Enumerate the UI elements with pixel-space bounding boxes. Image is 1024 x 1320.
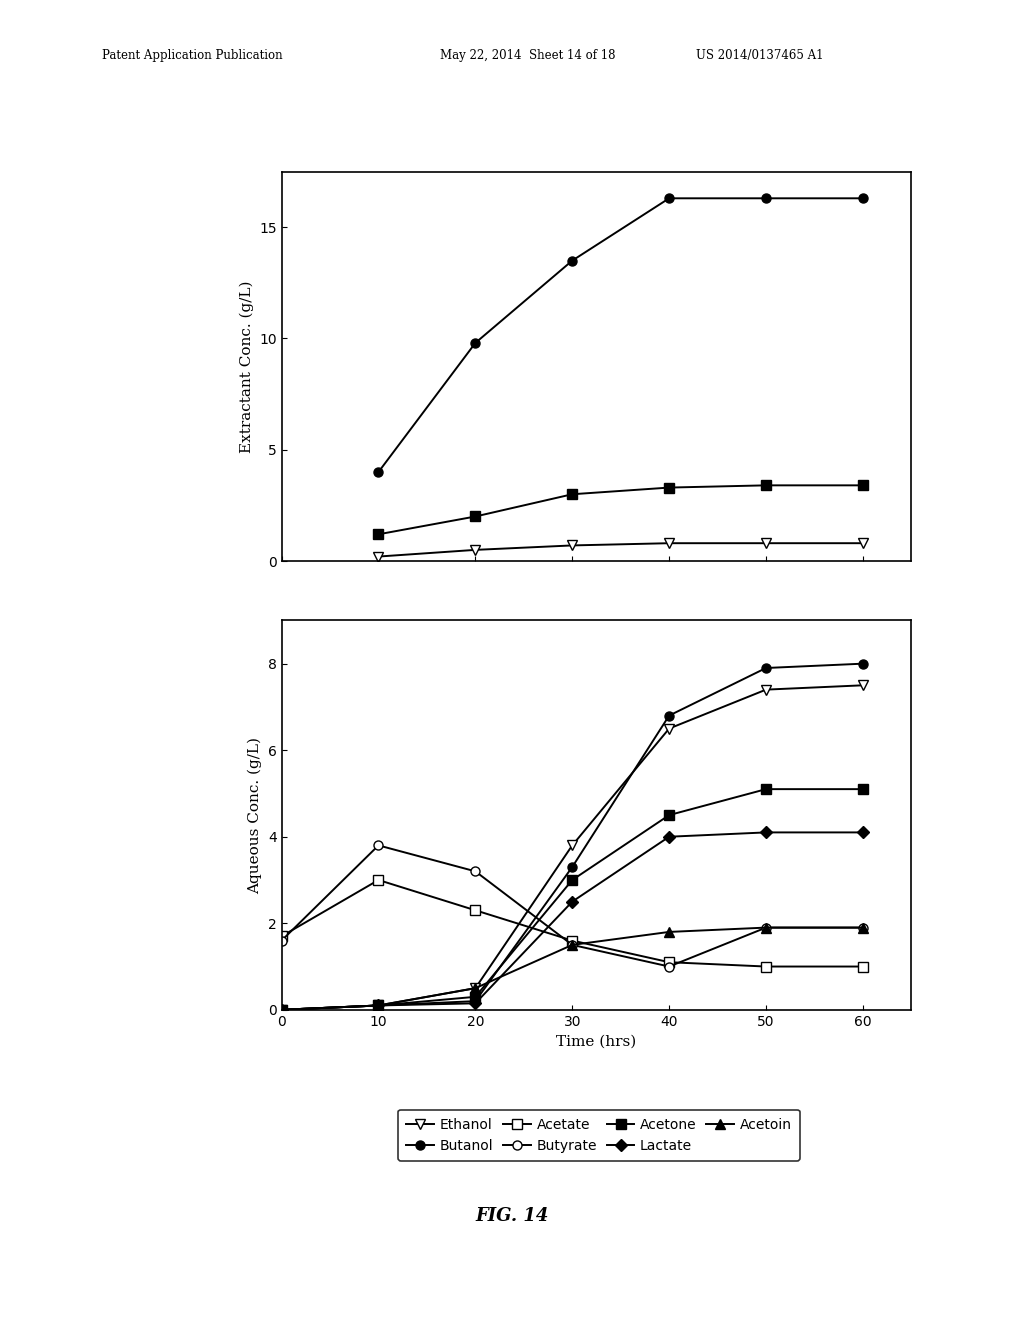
- Text: May 22, 2014  Sheet 14 of 18: May 22, 2014 Sheet 14 of 18: [440, 49, 615, 62]
- Text: Patent Application Publication: Patent Application Publication: [102, 49, 283, 62]
- Legend: Ethanol, Butanol, Acetate, Butyrate, Acetone, Lactate, Acetoin: Ethanol, Butanol, Acetate, Butyrate, Ace…: [398, 1110, 800, 1162]
- Y-axis label: Extractant Conc. (g/L): Extractant Conc. (g/L): [240, 280, 254, 453]
- Y-axis label: Aqueous Conc. (g/L): Aqueous Conc. (g/L): [248, 737, 262, 894]
- Text: US 2014/0137465 A1: US 2014/0137465 A1: [696, 49, 824, 62]
- Text: FIG. 14: FIG. 14: [475, 1206, 549, 1225]
- X-axis label: Time (hrs): Time (hrs): [556, 1034, 637, 1048]
